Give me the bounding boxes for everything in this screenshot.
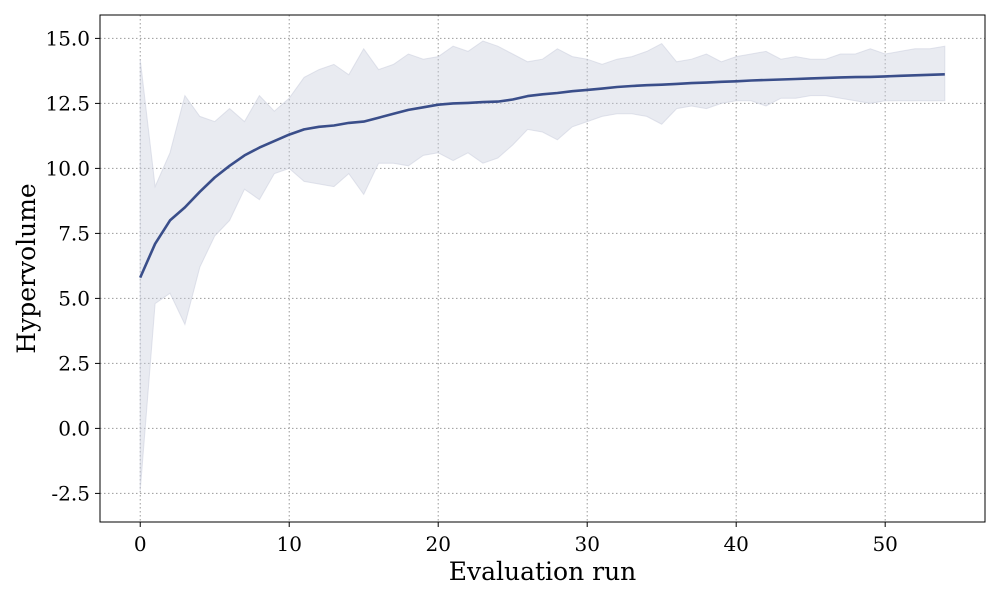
x-axis: 0 10 20 30 40 50: [134, 522, 898, 556]
y-axis-label: Hypervolume: [12, 183, 41, 353]
x-tick-label: 50: [872, 532, 897, 556]
x-tick-label: 20: [425, 532, 450, 556]
y-tick-label: 5.0: [58, 286, 90, 310]
y-tick-label: 15.0: [45, 26, 90, 50]
x-tick-label: 10: [276, 532, 301, 556]
y-tick-label: 12.5: [45, 91, 90, 115]
confidence-band: [139, 40, 946, 491]
x-tick-label: 0: [134, 532, 147, 556]
y-axis: -2.5 0.0 2.5 5.0 7.5 10.0 12.5 15.0: [45, 26, 100, 505]
y-tick-label: 0.0: [58, 416, 90, 440]
y-tick-label: -2.5: [51, 481, 90, 505]
y-tick-label: 2.5: [58, 351, 90, 375]
x-tick-label: 40: [723, 532, 748, 556]
grid-lines: [100, 15, 985, 522]
y-tick-label: 10.0: [45, 156, 90, 180]
plot-area: [99, 14, 986, 523]
y-tick-label: 7.5: [58, 221, 90, 245]
x-tick-label: 30: [574, 532, 599, 556]
mean-line: [139, 73, 945, 279]
x-axis-label: Evaluation run: [449, 557, 637, 586]
